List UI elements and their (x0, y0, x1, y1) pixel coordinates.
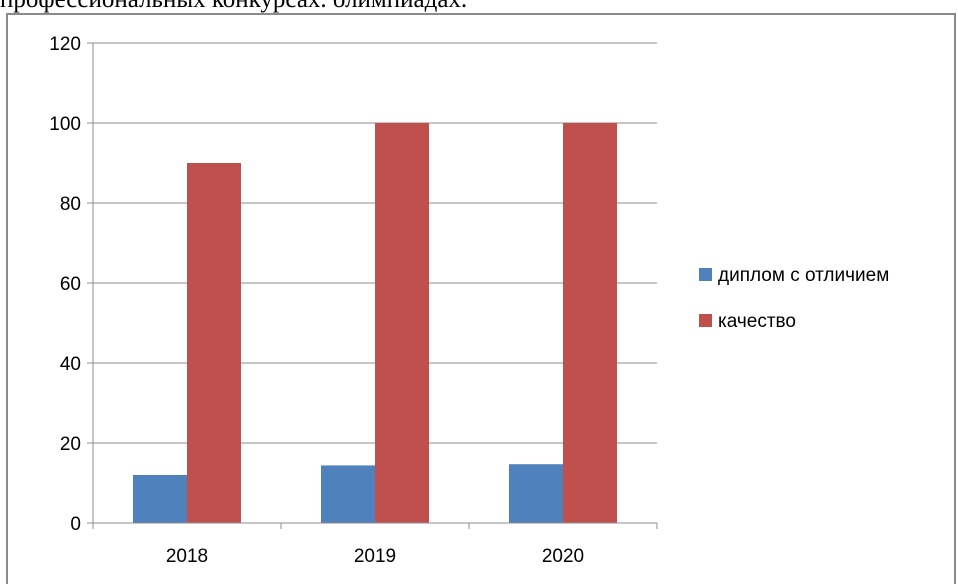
axes (87, 42, 658, 529)
bars (133, 123, 617, 523)
y-tick-label: 0 (70, 514, 81, 535)
y-tick-label: 100 (49, 114, 81, 135)
bar (509, 464, 563, 523)
bar (321, 465, 375, 523)
x-tick-labels: 2018 2019 2020 (166, 546, 584, 567)
legend-label: качество (718, 311, 796, 332)
y-tick-label: 40 (60, 354, 81, 375)
legend-label: диплом с отличием (718, 265, 889, 286)
legend-swatch (699, 314, 712, 327)
x-tick-label: 2018 (166, 546, 208, 567)
legend-swatch (699, 268, 712, 281)
legend: диплом с отличием качество (699, 265, 889, 332)
y-tick-label: 60 (60, 274, 81, 295)
y-tick-labels: 0 20 40 60 80 100 120 (49, 34, 81, 535)
y-tick-label: 120 (49, 34, 81, 55)
x-tick-label: 2020 (542, 546, 584, 567)
y-tick-label: 20 (60, 434, 81, 455)
x-tick-label: 2019 (354, 546, 396, 567)
bar (133, 475, 187, 523)
bar (563, 123, 617, 523)
y-tick-label: 80 (60, 194, 81, 215)
bar (187, 163, 241, 523)
bar (375, 123, 429, 523)
page-text: профессиональных конкурсах. олимпиадах. (0, 0, 958, 14)
